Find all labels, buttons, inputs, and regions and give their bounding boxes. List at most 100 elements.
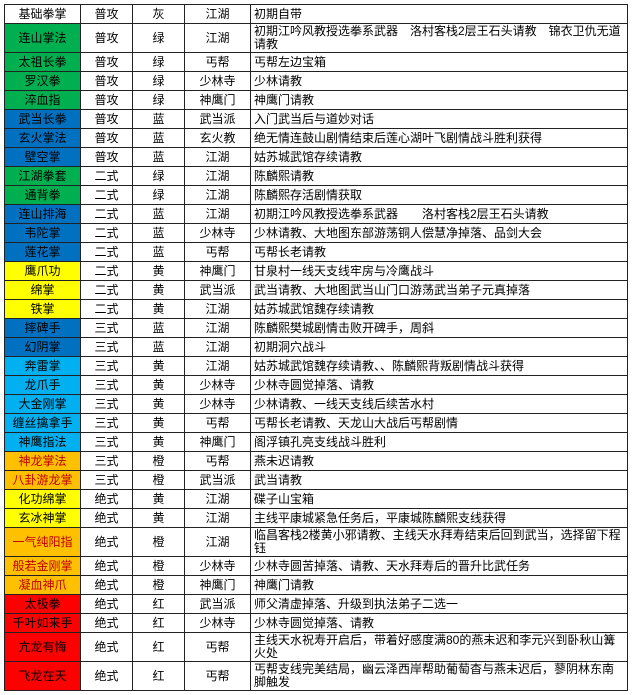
skill-name: 八卦游龙掌: [5, 471, 81, 490]
skill-type: 绝式: [81, 614, 133, 633]
table-row: 千叶如来手绝式红少林寺少林寺圆觉掉落、请教: [5, 614, 628, 633]
skill-desc: 初期自带: [251, 5, 628, 24]
table-row: 缠丝擒拿手三式黄丐帮丐帮长老请教、天龙山大战后丐帮剧情: [5, 414, 628, 433]
table-row: 壁空掌普攻蓝江湖姑苏城武馆存续请教: [5, 148, 628, 167]
skill-type: 二式: [81, 243, 133, 262]
skill-type: 普攻: [81, 72, 133, 91]
table-row: 莲花掌二式蓝丐帮丐帮长老请教: [5, 243, 628, 262]
skill-desc: 燕未迟请教: [251, 452, 628, 471]
table-row: 奔雷掌三式黄江湖姑苏城武馆魏存续请教、、陈麟熙背叛剧情战斗获得: [5, 357, 628, 376]
skill-name: 通背拳: [5, 186, 81, 205]
skill-faction: 江湖: [185, 509, 251, 528]
skill-type: 绝式: [81, 528, 133, 557]
table-row: 连山掌法普攻绿江湖初期江吟风教授选拳系武器 洛村客栈2层王石头请教 锦衣卫仇无道…: [5, 24, 628, 53]
skill-color: 灰: [133, 5, 185, 24]
skill-color: 黄: [133, 433, 185, 452]
skill-type: 二式: [81, 224, 133, 243]
table-row: 江湖拳套二式绿江湖陈麟熙请教: [5, 167, 628, 186]
table-row: 凝血神爪绝式橙神鹰门神鹰门请教: [5, 576, 628, 595]
skill-color: 蓝: [133, 319, 185, 338]
skill-color: 黄: [133, 490, 185, 509]
skill-type: 三式: [81, 395, 133, 414]
skill-name: 凝血神爪: [5, 576, 81, 595]
skill-faction: 丐帮: [185, 414, 251, 433]
skill-name: 连山掌法: [5, 24, 81, 53]
table-row: 武当长拳普攻蓝武当派入门武当后与道妙对话: [5, 110, 628, 129]
skill-type: 绝式: [81, 595, 133, 614]
skill-desc: 陈麟熙樊城剧情击败开碑手，周斜: [251, 319, 628, 338]
skill-name: 太极拳: [5, 595, 81, 614]
skill-name: 神鹰指法: [5, 433, 81, 452]
skill-desc: 主线平康城紧急任务后，平康城陈麟熙支线获得: [251, 509, 628, 528]
skill-faction: 玄火教: [185, 129, 251, 148]
skill-name: 太祖长拳: [5, 53, 81, 72]
skill-color: 黄: [133, 414, 185, 433]
skill-name: 奔雷掌: [5, 357, 81, 376]
skill-faction: 武当派: [185, 595, 251, 614]
skill-type: 二式: [81, 167, 133, 186]
table-row: 龙爪手三式黄少林寺少林寺圆觉掉落、请教: [5, 376, 628, 395]
skill-type: 二式: [81, 262, 133, 281]
skill-desc: 少林请教、一线天支线后续苦水村: [251, 395, 628, 414]
skill-faction: 少林寺: [185, 395, 251, 414]
skill-name: 大金刚掌: [5, 395, 81, 414]
skill-name: 玄冰神掌: [5, 509, 81, 528]
skill-faction: 武当派: [185, 110, 251, 129]
skill-color: 黄: [133, 376, 185, 395]
skill-name: 连山排海: [5, 205, 81, 224]
skill-color: 蓝: [133, 338, 185, 357]
skill-name: 一气纯阳指: [5, 528, 81, 557]
skill-type: 绝式: [81, 509, 133, 528]
skill-desc: 姑苏城武馆存续请教: [251, 148, 628, 167]
skill-faction: 江湖: [185, 5, 251, 24]
skill-desc: 丐帮长老请教: [251, 243, 628, 262]
skill-color: 橙: [133, 576, 185, 595]
skill-type: 普攻: [81, 5, 133, 24]
skill-faction: 武当派: [185, 471, 251, 490]
skill-desc: 临昌客栈2楼黄小邪请教、主线天水拜寿结束后回到武当，选择留下程钰: [251, 528, 628, 557]
table-row: 淬血指普攻绿神鹰门神鹰门请教: [5, 91, 628, 110]
skill-desc: 阁浮镇孔亮支线战斗胜利: [251, 433, 628, 452]
skill-type: 三式: [81, 414, 133, 433]
table-row: 大金刚掌三式黄少林寺少林请教、一线天支线后续苦水村: [5, 395, 628, 414]
table-row: 般若金刚掌绝式橙少林寺少林寺圆苦掉落、请教、天水拜寿后的晋升比武任务: [5, 557, 628, 576]
skill-type: 二式: [81, 205, 133, 224]
skill-type: 三式: [81, 357, 133, 376]
skill-name: 铁掌: [5, 300, 81, 319]
skill-faction: 武当派: [185, 281, 251, 300]
skill-type: 普攻: [81, 110, 133, 129]
table-row: 玄火掌法普攻蓝玄火教绝无情连鼓山剧情结束后莲心湖叶飞剧情战斗胜利获得: [5, 129, 628, 148]
skill-name: 幻阴掌: [5, 338, 81, 357]
skill-color: 橙: [133, 471, 185, 490]
skill-color: 红: [133, 633, 185, 662]
skill-name: 化功绵掌: [5, 490, 81, 509]
table-row: 八卦游龙掌三式橙武当派武当请教: [5, 471, 628, 490]
skill-faction: 丐帮: [185, 452, 251, 471]
skill-color: 黄: [133, 300, 185, 319]
skill-faction: 江湖: [185, 167, 251, 186]
skill-desc: 碟子山宝箱: [251, 490, 628, 509]
skill-name: 般若金刚掌: [5, 557, 81, 576]
table-row: 基础拳掌普攻灰江湖初期自带: [5, 5, 628, 24]
table-row: 绵掌二式黄武当派武当请教、大地图武当山门口游荡武当弟子元真掉落: [5, 281, 628, 300]
skill-desc: 绝无情连鼓山剧情结束后莲心湖叶飞剧情战斗胜利获得: [251, 129, 628, 148]
skill-faction: 神鹰门: [185, 433, 251, 452]
skill-faction: 丐帮: [185, 662, 251, 691]
skill-faction: 江湖: [185, 319, 251, 338]
table-row: 神鹰指法三式黄神鹰门阁浮镇孔亮支线战斗胜利: [5, 433, 628, 452]
table-row: 铁掌二式黄江湖姑苏城武馆魏存续请教: [5, 300, 628, 319]
skill-faction: 江湖: [185, 148, 251, 167]
skill-faction: 少林寺: [185, 614, 251, 633]
skill-desc: 初期江吟风教授选拳系武器 洛村客栈2层王石头请教 锦衣卫仇无道请教: [251, 24, 628, 53]
skill-type: 普攻: [81, 148, 133, 167]
table-row: 太极拳绝式红武当派师父清虚掉落、升级到执法弟子二选一: [5, 595, 628, 614]
skill-faction: 丐帮: [185, 53, 251, 72]
skill-faction: 少林寺: [185, 376, 251, 395]
skill-desc: 少林寺圆觉掉落、请教: [251, 614, 628, 633]
skill-desc: 丐帮长老请教、天龙山大战后丐帮剧情: [251, 414, 628, 433]
skill-name: 壁空掌: [5, 148, 81, 167]
skill-type: 普攻: [81, 53, 133, 72]
skill-desc: 入门武当后与道妙对话: [251, 110, 628, 129]
skill-faction: 江湖: [185, 490, 251, 509]
skill-desc: 姑苏城武馆魏存续请教、、陈麟熙背叛剧情战斗获得: [251, 357, 628, 376]
